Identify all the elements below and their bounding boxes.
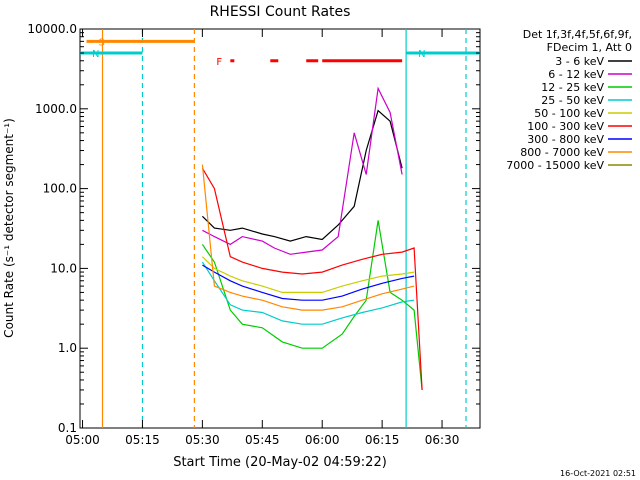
y-tick-label-1: 1.0 <box>58 341 77 355</box>
series-line-1 <box>202 86 403 255</box>
y-tick-label-4: 1000.0 <box>35 102 77 116</box>
legend-label-2: 12 - 25 keV <box>541 81 604 94</box>
legend-label-5: 100 - 300 keV <box>527 120 604 133</box>
legend: Det 1f,3f,4f,5f,6f,9f,FDecim 1, Att 03 -… <box>506 28 632 172</box>
x-tick-label-5: 06:15 <box>365 433 400 447</box>
flag-label-2: N <box>418 49 425 60</box>
legend-label-1: 6 - 12 keV <box>548 68 604 81</box>
flag-label-0: S <box>99 37 105 48</box>
x-tick-label-2: 05:30 <box>185 433 220 447</box>
legend-header-0: Det 1f,3f,4f,5f,6f,9f, <box>523 28 632 41</box>
legend-header-1: FDecim 1, Att 0 <box>547 41 632 54</box>
plot-frame <box>79 28 481 429</box>
x-tick-label-1: 05:15 <box>125 433 160 447</box>
y-tick-label-3: 100.0 <box>43 182 77 196</box>
x-tick-label-4: 06:00 <box>305 433 340 447</box>
flag-label-1: N <box>92 49 99 60</box>
series-line-6 <box>202 264 415 301</box>
series-line-4 <box>201 256 415 293</box>
series-line-0 <box>201 109 403 242</box>
x-tick-label-0: 05:00 <box>65 433 100 447</box>
x-tick-label-3: 05:45 <box>245 433 280 447</box>
flag-label-3: F <box>216 57 222 68</box>
plot-area <box>79 28 481 429</box>
legend-label-0: 3 - 6 keV <box>555 55 604 68</box>
y-tick-label-2: 10.0 <box>50 261 77 275</box>
legend-label-6: 300 - 800 keV <box>527 133 604 146</box>
y-tick-label-5: 10000.0 <box>27 22 77 36</box>
series-line-5 <box>201 167 423 390</box>
axis-layer: 05:00 05:15 05:30 05:45 06:00 06:15 06:30 0.1 1.… <box>27 22 480 447</box>
series-line-2 <box>201 220 423 390</box>
legend-label-4: 50 - 100 keV <box>534 107 604 120</box>
legend-label-7: 800 - 7000 keV <box>520 146 604 159</box>
chart-title: RHESSI Count Rates <box>210 4 351 20</box>
x-axis-label: Start Time (20-May-02 04:59:22) <box>173 455 387 470</box>
series-line-7 <box>201 164 415 311</box>
y-axis-label: Count Rate (s⁻¹ detector segment⁻¹) <box>2 118 16 338</box>
y-tick-label-0: 0.1 <box>58 421 77 435</box>
series-line-3 <box>201 261 415 325</box>
legend-label-3: 25 - 50 keV <box>541 94 604 107</box>
flag-layer: SN NF <box>80 37 480 68</box>
series-layer <box>101 29 467 428</box>
legend-label-8: 7000 - 15000 keV <box>506 159 604 172</box>
x-tick-label-6: 06:30 <box>425 433 460 447</box>
footer-timestamp: 16-Oct-2021 02:51 <box>560 469 636 478</box>
